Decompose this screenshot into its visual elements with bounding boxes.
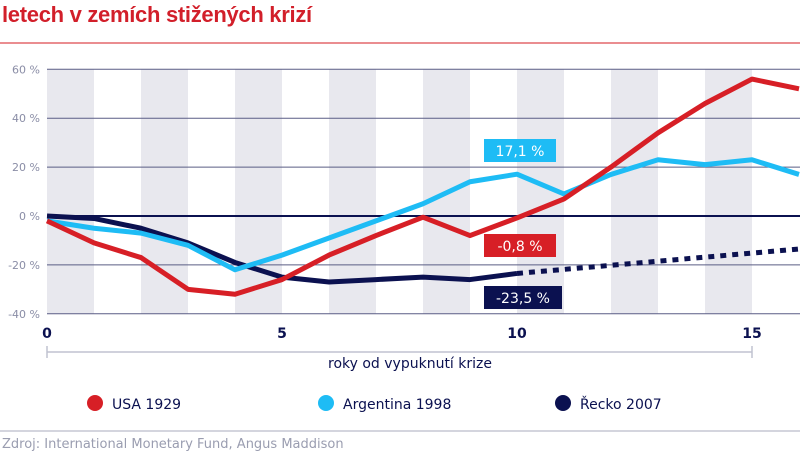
y-tick-label: 40 % xyxy=(12,112,40,125)
year-band xyxy=(705,69,752,314)
year-bands xyxy=(47,69,752,314)
series-line xyxy=(46,157,800,273)
legend-marker xyxy=(318,395,334,411)
year-band xyxy=(611,69,658,314)
year-band xyxy=(47,69,94,314)
annotations: 17,1 % -0,8 % -23,5 % xyxy=(484,139,562,309)
source-divider xyxy=(0,430,800,432)
legend-label: USA 1929 xyxy=(112,397,181,413)
y-tick-label: 20 % xyxy=(12,161,40,174)
y-tick-label: -20 % xyxy=(8,259,40,272)
year-band xyxy=(329,69,376,314)
title-line-2: letech v zemích stižených krizí xyxy=(2,2,312,27)
source-note: Zdroj: International Monetary Fund, Angu… xyxy=(2,437,344,452)
legend-label: Řecko 2007 xyxy=(580,396,662,413)
y-tick-label: -40 % xyxy=(8,308,40,321)
value-label-box xyxy=(484,286,562,309)
value-label: 17,1 % xyxy=(496,144,545,160)
value-label: -0,8 % xyxy=(497,239,542,255)
legend-marker xyxy=(555,395,571,411)
y-tick-label: 60 % xyxy=(12,63,40,76)
series-line xyxy=(45,76,800,297)
x-tick-label: 15 xyxy=(742,326,761,342)
value-label: -23,5 % xyxy=(496,291,550,307)
series-lines xyxy=(45,76,800,297)
y-axis-ticks: 60 % 40 % 20 % 0 % -20 % -40 % xyxy=(8,63,40,321)
x-tick-label: 10 xyxy=(507,326,527,342)
title-divider xyxy=(0,42,800,44)
legend: USA 1929 Argentina 1998 Řecko 2007 xyxy=(87,395,662,413)
legend-marker xyxy=(87,395,103,411)
x-tick-label: 0 xyxy=(42,326,52,342)
y-tick-label: 0 % xyxy=(19,210,40,223)
x-axis: 0 5 10 15 xyxy=(42,326,762,358)
year-band xyxy=(141,69,188,314)
value-label-box xyxy=(484,234,556,257)
legend-label: Argentina 1998 xyxy=(343,397,451,413)
x-tick-label: 5 xyxy=(277,326,287,342)
x-axis-label: roky od vypuknutí krize xyxy=(328,356,492,372)
value-label-box xyxy=(484,139,556,162)
